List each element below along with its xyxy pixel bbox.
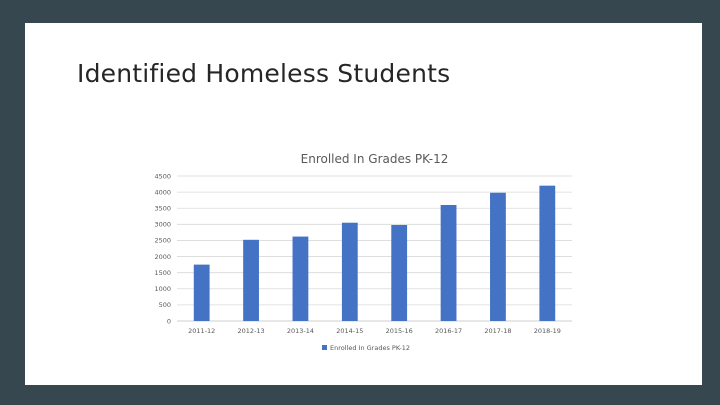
y-tick-label: 4500	[154, 172, 171, 180]
y-tick-label: 3000	[154, 221, 171, 229]
x-tick-label: 2015-16	[386, 327, 413, 335]
y-tick-label: 2000	[154, 253, 171, 261]
y-axis-ticks: 0 500 1000 1500 2000 2500 3000 3500 4000 4500	[154, 172, 171, 325]
bar	[292, 236, 309, 321]
bar	[341, 222, 358, 321]
x-tick-label: 2014-15	[336, 327, 363, 335]
bar	[490, 192, 506, 321]
bar	[391, 224, 408, 321]
x-tick-label: 2017-18	[484, 327, 511, 335]
x-axis-ticks: 2011-12 2012-13 2013-14 2014-15 2015-16 2016-…	[188, 327, 561, 335]
x-tick-label: 2013-14	[287, 327, 314, 335]
slide: Identified Homeless Students Enrolled In…	[25, 23, 702, 385]
x-tick-label: 2016-17	[435, 327, 462, 335]
slide-title: Identified Homeless Students	[77, 59, 451, 88]
y-tick-label: 3500	[154, 205, 171, 213]
y-tick-label: 1500	[154, 269, 171, 277]
y-tick-label: 4000	[154, 188, 171, 196]
gridlines	[177, 175, 572, 322]
bar	[539, 185, 556, 321]
legend: Enrolled In Grades PK-12	[322, 344, 410, 352]
x-tick-label: 2012-13	[237, 327, 264, 335]
legend-label: Enrolled In Grades PK-12	[330, 344, 410, 352]
legend-swatch	[322, 345, 327, 350]
y-tick-label: 2500	[154, 237, 171, 245]
bars	[193, 185, 556, 321]
y-tick-label: 1000	[154, 285, 171, 293]
bar	[193, 264, 210, 321]
y-tick-label: 0	[167, 317, 171, 325]
x-tick-label: 2018-19	[534, 327, 561, 335]
y-tick-label: 500	[159, 301, 171, 309]
bar	[243, 239, 259, 321]
bar	[440, 205, 457, 321]
chart-title: Enrolled In Grades PK-12	[301, 152, 449, 166]
x-tick-label: 2011-12	[188, 327, 215, 335]
bar-chart: Enrolled In Grades PK-12 0 500 1000 1500 200…	[154, 152, 572, 352]
